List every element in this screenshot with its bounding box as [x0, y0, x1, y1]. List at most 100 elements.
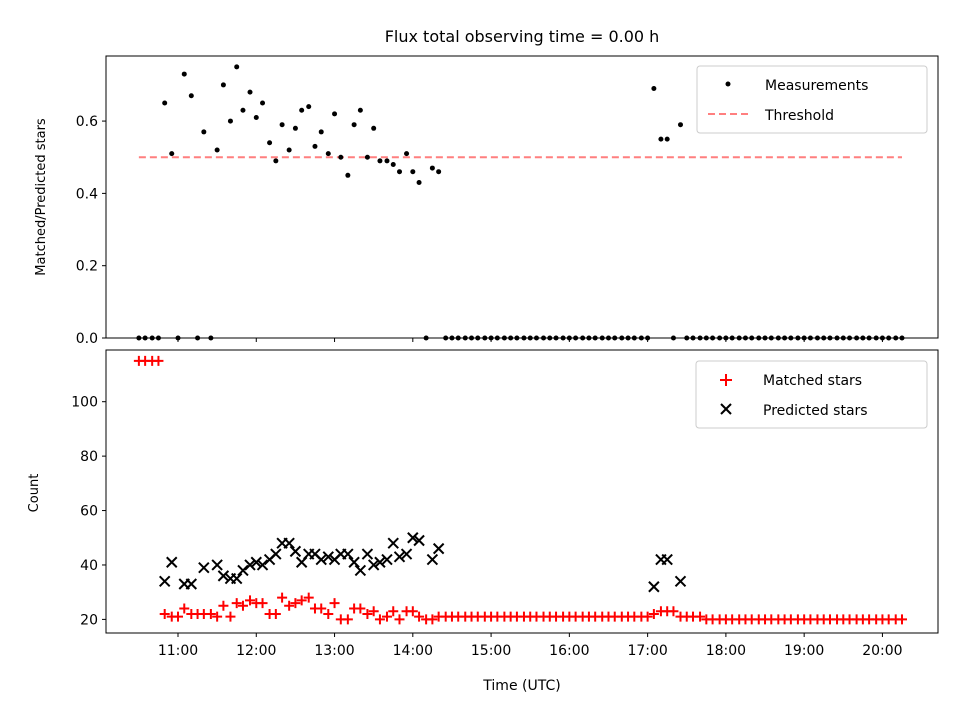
measurement-point — [390, 161, 396, 167]
matched-star-point — [303, 592, 314, 603]
predicted-star-point — [432, 542, 445, 555]
matched-star-point — [388, 606, 399, 617]
chart-title: Flux total observing time = 0.00 h — [385, 27, 660, 46]
measurement-point — [827, 335, 833, 341]
measurement-point — [142, 335, 148, 341]
matched-star-point — [212, 611, 223, 622]
bottom-ytick-label: 60 — [80, 504, 98, 520]
measurement-point — [397, 169, 403, 175]
measurement-point — [338, 154, 344, 160]
measurement-point — [553, 335, 559, 341]
measurement-point — [729, 335, 735, 341]
measurement-point — [886, 335, 892, 341]
legend-marker-predicted — [720, 403, 732, 415]
measurement-point — [677, 122, 683, 128]
measurement-point — [273, 158, 279, 164]
measurement-point — [488, 335, 494, 341]
measurement-point — [462, 335, 468, 341]
legend-marker-matched — [720, 374, 732, 386]
top-ylabel: Matched/Predicted stars — [34, 118, 49, 276]
measurement-point — [547, 335, 553, 341]
predicted-star-point — [250, 556, 262, 568]
measurement-point — [416, 180, 422, 186]
measurement-point — [175, 335, 181, 341]
predicted-star-point — [217, 570, 230, 582]
bottom-ylabel: Count — [27, 474, 42, 513]
measurement-point — [514, 335, 520, 341]
measurement-point — [749, 335, 755, 341]
predicted-star-point — [381, 553, 393, 566]
matched-star-point — [648, 608, 659, 619]
matched-star-point — [374, 614, 385, 625]
legend-label-threshold: Threshold — [764, 108, 834, 124]
predicted-star-point — [198, 561, 210, 574]
bottom-panel: 11:00 12:00 13:00 14:00 15:00 16:00 17:00 18:00… — [27, 349, 939, 694]
measurement-point — [436, 169, 442, 175]
bottom-xtick-label: 19:00 — [784, 643, 824, 659]
measurement-point — [384, 158, 390, 164]
measurement-point — [625, 335, 631, 341]
predicted-star-point — [158, 575, 171, 588]
measurement-point — [169, 151, 175, 157]
predicted-star-point — [407, 532, 419, 544]
measurement-point — [521, 335, 527, 341]
measurement-point — [195, 335, 201, 341]
measurement-point — [181, 71, 187, 77]
measurement-point — [742, 335, 748, 341]
predicted-star-point — [166, 556, 178, 568]
top-ytick-label: 0.6 — [76, 114, 98, 130]
measurement-point — [377, 158, 383, 164]
measurement-point — [351, 122, 357, 128]
measurement-point — [560, 335, 566, 341]
predicted-star-point — [674, 575, 687, 588]
measurement-point — [136, 335, 142, 341]
bottom-ytick-label: 100 — [71, 395, 98, 411]
measurement-point — [658, 136, 664, 142]
bottom-xtick-label: 11:00 — [158, 643, 198, 659]
predicted-star-point — [426, 553, 439, 566]
measurement-point — [580, 335, 586, 341]
measurement-point — [299, 107, 305, 113]
measurement-point — [801, 335, 807, 341]
bottom-xtick-label: 12:00 — [236, 643, 276, 659]
measurement-point — [292, 125, 298, 131]
predicted-star-point — [322, 551, 334, 563]
matched-star-point — [427, 614, 438, 625]
measurement-point — [795, 335, 801, 341]
bottom-ytick-label: 80 — [80, 449, 98, 465]
measurement-point — [508, 335, 514, 341]
measurement-point — [423, 335, 429, 341]
matched-star-point — [290, 598, 301, 609]
measurement-point — [475, 335, 481, 341]
measurement-point — [723, 335, 729, 341]
measurement-point — [494, 335, 500, 341]
measurement-point — [527, 335, 533, 341]
legend-label-measurements: Measurements — [765, 78, 868, 94]
legend-marker-measurements — [725, 81, 731, 87]
measurement-point — [325, 151, 331, 157]
measurement-point — [599, 335, 605, 341]
measurement-point — [840, 335, 846, 341]
measurement-point — [684, 335, 690, 341]
measurement-point — [533, 335, 539, 341]
bottom-xlabel: Time (UTC) — [482, 678, 560, 694]
measurement-point — [736, 335, 742, 341]
predicted-star-point — [256, 559, 269, 571]
measurement-point — [357, 107, 363, 113]
measurement-point — [247, 89, 253, 95]
bottom-xtick-label: 15:00 — [471, 643, 511, 659]
measurement-point — [149, 335, 155, 341]
measurement-point — [306, 104, 312, 110]
measurement-point — [469, 335, 475, 341]
matched-star-point — [225, 611, 236, 622]
measurement-point — [631, 335, 637, 341]
matched-star-point — [257, 598, 268, 609]
measurement-point — [775, 335, 781, 341]
measurement-point — [814, 335, 820, 341]
top-legend: Measurements Threshold — [696, 65, 928, 134]
top-ytick-label: 0.0 — [76, 331, 98, 347]
bottom-xtick-label: 13:00 — [314, 643, 354, 659]
measurement-point — [690, 335, 696, 341]
predicted-star-point — [393, 551, 406, 563]
measurement-point — [449, 335, 455, 341]
